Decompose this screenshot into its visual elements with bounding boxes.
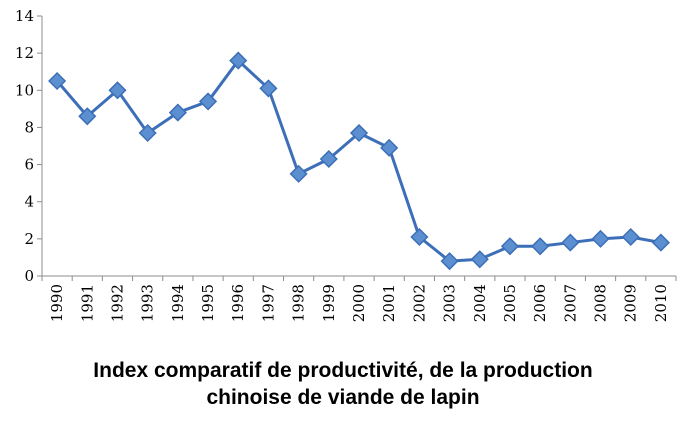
x-tick-label: 1996 — [229, 284, 247, 322]
data-point-marker — [229, 51, 248, 70]
y-tick-label: 14 — [15, 7, 34, 25]
x-tick-label: 2010 — [652, 284, 670, 322]
x-tick-label: 1992 — [108, 284, 126, 322]
data-point-marker — [289, 164, 308, 183]
chart: 0 2 4 6 8 10 12 14 1990 1991 1992 1993 1994 1995 1996 1… — [15, 7, 677, 322]
x-tick-label: 2000 — [350, 284, 368, 322]
x-tick-label: 2003 — [441, 284, 459, 322]
x-tick-label: 1997 — [259, 284, 277, 322]
y-tick-label: 4 — [24, 193, 34, 211]
x-tick-label: 1990 — [48, 284, 66, 322]
data-point-marker — [168, 103, 187, 122]
data-point-marker — [48, 71, 67, 91]
x-tick-label: 2004 — [471, 284, 489, 322]
x-tick-label: 2007 — [561, 284, 579, 322]
data-point-marker — [198, 92, 218, 111]
data-point-marker — [78, 107, 97, 126]
data-point-marker — [108, 81, 127, 100]
y-tick-label: 0 — [24, 267, 34, 285]
data-point-marker — [349, 123, 369, 143]
data-point-marker — [591, 229, 610, 248]
data-point-marker — [410, 227, 429, 247]
y-tick-label: 2 — [24, 230, 34, 248]
x-tick-label: 2008 — [592, 284, 610, 322]
data-point-marker — [531, 237, 550, 256]
chart-subtitle: chinoise de viande de lapin — [206, 386, 480, 409]
y-tick-label: 6 — [24, 156, 34, 174]
data-point-marker — [470, 250, 489, 269]
x-tick-label: 1995 — [199, 284, 217, 322]
x-tick-label: 1991 — [78, 284, 96, 322]
data-point-marker — [651, 233, 670, 252]
x-tick-label: 1994 — [169, 284, 187, 322]
data-point-marker — [259, 79, 278, 98]
x-tick-label: 1999 — [320, 284, 338, 322]
data-point-marker — [138, 123, 157, 143]
y-tick-label: 8 — [24, 118, 34, 136]
x-tick-label: 2005 — [501, 284, 519, 322]
chart-title: Index comparatif de productivité, de la … — [93, 359, 593, 382]
data-point-marker — [561, 233, 580, 252]
y-tick-label: 10 — [15, 81, 34, 99]
data-point-marker — [500, 237, 520, 256]
data-point-marker — [621, 227, 640, 247]
data-point-marker — [380, 138, 399, 157]
x-tick-label: 2001 — [380, 284, 398, 322]
x-tick-label: 1993 — [139, 284, 157, 322]
x-tick-label: 2002 — [410, 284, 428, 322]
data-point-marker — [440, 252, 459, 271]
x-tick-label: 2006 — [531, 284, 549, 322]
data-point-marker — [319, 149, 338, 169]
y-tick-label: 12 — [15, 44, 34, 62]
x-tick-label: 2009 — [622, 284, 640, 322]
series-line — [55, 59, 662, 263]
x-tick-label: 1998 — [290, 284, 308, 322]
